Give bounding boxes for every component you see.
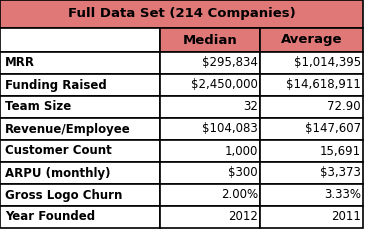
Text: Customer Count: Customer Count bbox=[5, 144, 112, 158]
Text: Median: Median bbox=[182, 34, 237, 46]
Bar bbox=[160, 28, 260, 52]
Text: 3.33%: 3.33% bbox=[324, 188, 361, 202]
Bar bbox=[260, 140, 363, 162]
Bar bbox=[160, 140, 260, 162]
Bar bbox=[0, 74, 160, 96]
Text: 15,691: 15,691 bbox=[320, 144, 361, 158]
Bar bbox=[260, 206, 363, 228]
Text: Team Size: Team Size bbox=[5, 100, 71, 114]
Text: $3,373: $3,373 bbox=[320, 167, 361, 179]
Text: Funding Raised: Funding Raised bbox=[5, 79, 107, 91]
Bar bbox=[160, 118, 260, 140]
Bar bbox=[260, 162, 363, 184]
Bar bbox=[260, 118, 363, 140]
Bar bbox=[260, 96, 363, 118]
Bar bbox=[160, 96, 260, 118]
Text: $104,083: $104,083 bbox=[202, 123, 258, 135]
Text: 2012: 2012 bbox=[228, 210, 258, 223]
Bar bbox=[0, 0, 363, 28]
Text: 2.00%: 2.00% bbox=[221, 188, 258, 202]
Bar bbox=[0, 118, 160, 140]
Text: Gross Logo Churn: Gross Logo Churn bbox=[5, 188, 122, 202]
Bar bbox=[160, 184, 260, 206]
Text: ARPU (monthly): ARPU (monthly) bbox=[5, 167, 110, 179]
Text: 32: 32 bbox=[243, 100, 258, 114]
Bar bbox=[260, 184, 363, 206]
Text: 72.90: 72.90 bbox=[327, 100, 361, 114]
Text: Full Data Set (214 Companies): Full Data Set (214 Companies) bbox=[68, 8, 295, 20]
Bar bbox=[0, 96, 160, 118]
Bar bbox=[160, 52, 260, 74]
Bar bbox=[0, 28, 160, 52]
Text: Average: Average bbox=[281, 34, 342, 46]
Bar bbox=[0, 206, 160, 228]
Bar bbox=[0, 52, 160, 74]
Text: $14,618,911: $14,618,911 bbox=[286, 79, 361, 91]
Text: Revenue/Employee: Revenue/Employee bbox=[5, 123, 131, 135]
Text: $300: $300 bbox=[228, 167, 258, 179]
Bar bbox=[0, 162, 160, 184]
Bar bbox=[160, 162, 260, 184]
Bar bbox=[260, 28, 363, 52]
Text: MRR: MRR bbox=[5, 56, 35, 69]
Text: $1,014,395: $1,014,395 bbox=[294, 56, 361, 69]
Text: 1,000: 1,000 bbox=[224, 144, 258, 158]
Bar bbox=[0, 140, 160, 162]
Text: $295,834: $295,834 bbox=[202, 56, 258, 69]
Bar bbox=[160, 206, 260, 228]
Bar bbox=[0, 184, 160, 206]
Text: $2,450,000: $2,450,000 bbox=[191, 79, 258, 91]
Bar bbox=[160, 74, 260, 96]
Text: Year Founded: Year Founded bbox=[5, 210, 95, 223]
Bar bbox=[260, 74, 363, 96]
Text: 2011: 2011 bbox=[331, 210, 361, 223]
Bar bbox=[260, 52, 363, 74]
Text: $147,607: $147,607 bbox=[305, 123, 361, 135]
